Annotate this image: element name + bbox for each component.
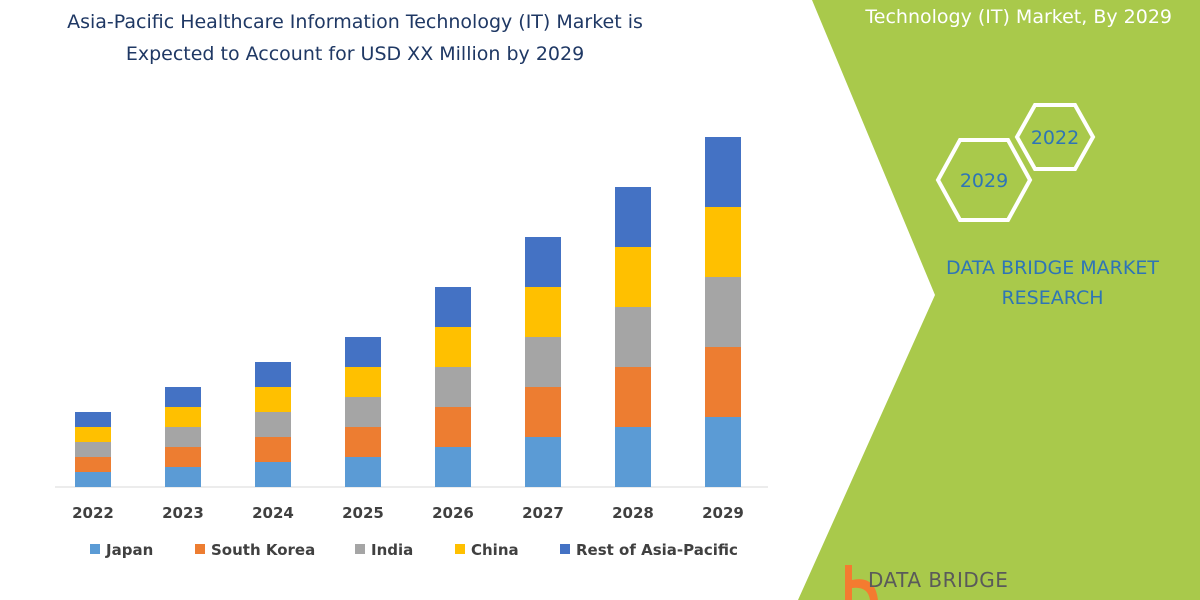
bar-segment-2027-0 [525,437,561,487]
x-tick-label: 2029 [702,504,744,522]
logo-text: DATA BRIDGE [868,568,1009,592]
x-tick-label: 2026 [432,504,474,522]
title-line-1: Asia-Pacific Healthcare Information Tech… [67,11,643,33]
bar-segment-2028-0 [615,427,651,487]
bar-segment-2028-4 [615,187,651,247]
bar-segment-2028-2 [615,307,651,367]
bar-segment-2028-3 [615,247,651,307]
legend-swatch [90,544,100,554]
bar-segment-2028-1 [615,367,651,427]
bar-segment-2025-4 [345,337,381,367]
page-title: Asia-Pacific Healthcare Information Tech… [40,6,670,70]
hexagon-2022-icon [1014,103,1096,171]
bar-segment-2024-2 [255,412,291,437]
bar-segment-2026-3 [435,327,471,367]
bar-segment-2025-3 [345,367,381,397]
bar-segment-2025-1 [345,427,381,457]
bar-segment-2022-0 [75,472,111,487]
bar-segment-2023-4 [165,387,201,407]
bar-segment-2029-1 [705,347,741,417]
bar-segment-2022-4 [75,412,111,427]
legend-swatch [455,544,465,554]
panel-top-text: Technology (IT) Market, By 2029 [865,6,1172,28]
legend-label: China [471,541,519,559]
x-tick-label: 2022 [72,504,114,522]
bar-segment-2024-0 [255,462,291,487]
logo-icon [845,565,878,600]
bar-segment-2023-3 [165,407,201,427]
x-tick-label: 2027 [522,504,564,522]
legend-label: Japan [105,541,153,559]
bar-segment-2027-1 [525,387,561,437]
legend-label: South Korea [211,541,315,559]
x-tick-label: 2025 [342,504,384,522]
bar-segment-2022-1 [75,457,111,472]
bar-segment-2024-3 [255,387,291,412]
brand-text: DATA BRIDGE MARKET RESEARCH [930,253,1175,313]
bar-segment-2026-4 [435,287,471,327]
bar-segment-2022-2 [75,442,111,457]
bar-segment-2029-3 [705,207,741,277]
hexagon-2029-icon [935,138,1033,222]
x-tick-label: 2023 [162,504,204,522]
bar-segment-2024-4 [255,362,291,387]
title-line-2: Expected to Account for USD XX Million b… [125,43,585,65]
x-tick-label: 2024 [252,504,294,522]
bar-segment-2023-0 [165,467,201,487]
brand-line-2: RESEARCH [1001,287,1104,309]
bar-segment-2027-2 [525,337,561,387]
legend-swatch [355,544,365,554]
bar-segment-2027-3 [525,287,561,337]
bar-segment-2029-0 [705,417,741,487]
bar-segment-2022-3 [75,427,111,442]
legend-swatch [195,544,205,554]
bar-segment-2025-2 [345,397,381,427]
bar-segment-2023-1 [165,447,201,467]
bar-segment-2026-0 [435,447,471,487]
bar-segment-2026-2 [435,367,471,407]
bar-segment-2024-1 [255,437,291,462]
legend-swatch [560,544,570,554]
bar-segment-2023-2 [165,427,201,447]
x-tick-label: 2028 [612,504,654,522]
bar-segment-2027-4 [525,237,561,287]
bar-segment-2026-1 [435,407,471,447]
legend-label: India [371,541,413,559]
bar-segment-2025-0 [345,457,381,487]
brand-line-1: DATA BRIDGE MARKET [946,257,1159,279]
stacked-bar-chart: 2022 2023 2024 2025 2026 2027 2028 2029 Japan Sou… [55,137,768,559]
bar-segment-2029-4 [705,137,741,207]
legend-label: Rest of Asia-Pacific [576,541,738,559]
bar-segment-2029-2 [705,277,741,347]
green-panel [798,0,1200,600]
